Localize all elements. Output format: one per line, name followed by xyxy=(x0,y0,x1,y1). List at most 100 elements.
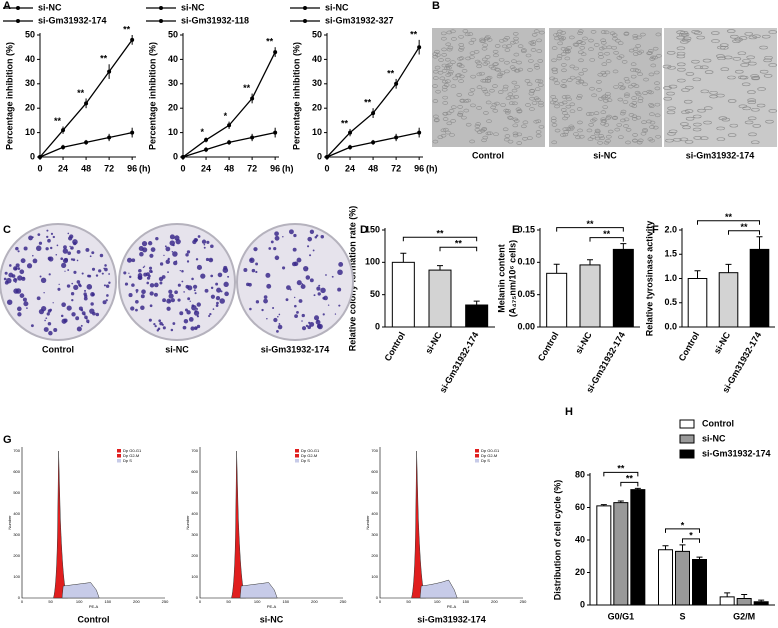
cell xyxy=(434,49,440,54)
cell xyxy=(602,105,609,109)
legend-swatch xyxy=(679,449,695,459)
significance-bracket xyxy=(556,227,624,232)
cell xyxy=(440,31,447,36)
cell xyxy=(493,53,499,58)
colony xyxy=(104,264,107,267)
colony xyxy=(46,312,50,316)
cell xyxy=(549,100,556,105)
image-label: si-NC xyxy=(260,614,284,624)
cell xyxy=(641,120,647,124)
cell xyxy=(447,62,453,67)
colony xyxy=(169,240,175,246)
colony xyxy=(60,257,64,261)
colony xyxy=(296,311,299,314)
hist-y-tick: 400 xyxy=(191,511,198,516)
colony xyxy=(62,258,68,264)
legend-label: si-Gm31932-174 xyxy=(702,448,771,458)
colony xyxy=(149,291,154,296)
colony xyxy=(291,261,297,267)
colony xyxy=(323,295,328,301)
significance-bracket xyxy=(589,237,624,242)
colony xyxy=(181,280,184,283)
colony xyxy=(135,308,138,312)
cell xyxy=(432,99,439,103)
hist-x-tick: 150 xyxy=(282,599,289,604)
cell xyxy=(636,140,643,145)
colony xyxy=(67,269,70,271)
g0g1-peak xyxy=(411,450,427,599)
hist-x-label: PE-A xyxy=(447,604,457,609)
hist-legend-label: Dp G0-G1 xyxy=(301,448,320,453)
cell xyxy=(716,54,725,58)
colony xyxy=(187,297,191,301)
colony xyxy=(19,293,25,298)
cell xyxy=(443,83,450,87)
hist-x-tick: 250 xyxy=(520,599,527,604)
cell xyxy=(740,63,749,67)
point xyxy=(394,135,399,140)
error-bar xyxy=(758,599,765,602)
cell xyxy=(600,110,607,114)
point xyxy=(204,147,209,152)
point xyxy=(61,145,66,150)
colony xyxy=(168,293,174,299)
cell xyxy=(700,65,709,70)
cell xyxy=(555,32,562,37)
colony xyxy=(80,324,83,327)
colony xyxy=(216,301,219,305)
colony xyxy=(215,304,219,307)
significance: ** xyxy=(100,54,108,64)
cell xyxy=(513,119,520,123)
colony xyxy=(22,297,27,302)
colony xyxy=(52,302,54,304)
significance-bracket xyxy=(697,220,760,225)
cell xyxy=(747,116,757,121)
cell xyxy=(682,36,692,41)
colony xyxy=(315,319,321,325)
cell xyxy=(565,49,571,54)
colony xyxy=(307,236,313,242)
cell xyxy=(650,63,657,68)
colony xyxy=(195,258,199,261)
point xyxy=(273,130,278,135)
cell xyxy=(516,109,523,114)
colony xyxy=(78,283,81,287)
colony xyxy=(85,247,90,252)
cell xyxy=(451,37,457,41)
error-bar xyxy=(617,500,624,503)
hist-y-tick: 200 xyxy=(13,553,20,558)
hist-x-tick: 0 xyxy=(379,599,382,604)
bar xyxy=(719,596,735,606)
point xyxy=(130,37,135,42)
hist-x-label: PE-A xyxy=(267,604,277,609)
cell xyxy=(582,82,588,87)
image-label: Control xyxy=(42,344,74,354)
legend-label: Control xyxy=(702,418,734,428)
colony xyxy=(282,266,286,270)
cell xyxy=(591,117,598,122)
cell xyxy=(637,138,644,143)
cell xyxy=(554,128,561,133)
colony xyxy=(6,277,12,284)
cell xyxy=(475,122,481,126)
cell xyxy=(656,54,662,58)
panel-letter: G xyxy=(3,434,12,446)
cell xyxy=(504,69,510,74)
colony xyxy=(83,313,86,316)
colony xyxy=(71,282,74,285)
cell xyxy=(597,96,604,101)
colony xyxy=(102,300,107,305)
cell xyxy=(684,109,694,113)
cell xyxy=(561,63,567,67)
hist-x-tick: 50 xyxy=(406,599,411,604)
colony xyxy=(173,260,178,266)
cell xyxy=(558,35,564,40)
y-tick-label: 60 xyxy=(575,502,585,512)
cell xyxy=(456,93,463,97)
hist-y-tick: 0 xyxy=(196,595,199,600)
colony xyxy=(246,282,250,287)
cell xyxy=(648,103,654,107)
cell xyxy=(432,84,438,88)
colony xyxy=(188,317,194,322)
hist-legend-swatch xyxy=(295,459,299,463)
